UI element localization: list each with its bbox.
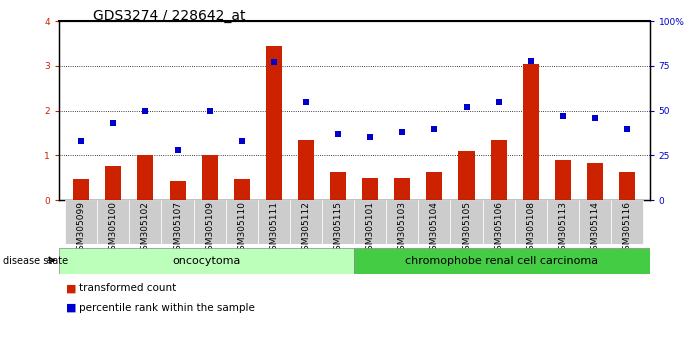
Bar — [354, 200, 386, 244]
Text: GSM305114: GSM305114 — [590, 201, 600, 256]
Bar — [129, 200, 162, 244]
Bar — [354, 248, 650, 274]
Point — [301, 99, 312, 104]
Bar — [97, 200, 129, 244]
Point — [204, 108, 215, 113]
Point — [140, 108, 151, 113]
Bar — [330, 172, 346, 200]
Bar — [234, 179, 249, 200]
Point — [493, 99, 504, 104]
Bar — [459, 151, 475, 200]
Text: GSM305115: GSM305115 — [334, 201, 343, 256]
Bar — [362, 178, 378, 200]
Text: GSM305100: GSM305100 — [108, 201, 118, 256]
Bar — [226, 200, 258, 244]
Bar — [386, 200, 418, 244]
Point — [525, 58, 536, 63]
Bar — [105, 166, 122, 200]
Text: GSM305108: GSM305108 — [527, 201, 536, 256]
Text: disease state: disease state — [3, 256, 68, 266]
Text: GSM305099: GSM305099 — [77, 201, 86, 256]
Text: GSM305104: GSM305104 — [430, 201, 439, 256]
Bar — [547, 200, 579, 244]
Text: GSM305113: GSM305113 — [558, 201, 567, 256]
Bar — [162, 200, 193, 244]
Bar — [59, 248, 354, 274]
Text: percentile rank within the sample: percentile rank within the sample — [79, 303, 256, 313]
Bar — [298, 140, 314, 200]
Point — [589, 115, 600, 121]
Point — [108, 120, 119, 126]
Bar — [395, 178, 410, 200]
Point — [76, 138, 87, 144]
Bar — [482, 200, 515, 244]
Text: GSM305111: GSM305111 — [269, 201, 278, 256]
Text: GSM305106: GSM305106 — [494, 201, 503, 256]
Text: GSM305105: GSM305105 — [462, 201, 471, 256]
Text: GSM305101: GSM305101 — [366, 201, 375, 256]
Point — [461, 104, 472, 110]
Bar — [418, 200, 451, 244]
Bar — [65, 200, 97, 244]
Bar — [193, 200, 226, 244]
Bar — [138, 155, 153, 200]
Bar — [266, 46, 282, 200]
Text: GSM305103: GSM305103 — [398, 201, 407, 256]
Bar — [322, 200, 354, 244]
Text: GSM305116: GSM305116 — [623, 201, 632, 256]
Point — [621, 126, 632, 131]
Bar — [73, 178, 89, 200]
Text: transformed count: transformed count — [79, 283, 177, 293]
Bar — [587, 163, 603, 200]
Point — [429, 126, 440, 131]
Bar — [611, 200, 643, 244]
Point — [365, 135, 376, 140]
Text: GSM305102: GSM305102 — [141, 201, 150, 256]
Bar — [202, 155, 218, 200]
Text: GSM305110: GSM305110 — [237, 201, 246, 256]
Bar — [522, 64, 539, 200]
Text: ■: ■ — [66, 283, 76, 293]
Text: oncocytoma: oncocytoma — [172, 256, 240, 266]
Bar — [579, 200, 611, 244]
Text: GDS3274 / 228642_at: GDS3274 / 228642_at — [93, 9, 246, 23]
Text: ■: ■ — [66, 303, 76, 313]
Bar — [555, 160, 571, 200]
Text: GSM305109: GSM305109 — [205, 201, 214, 256]
Bar — [515, 200, 547, 244]
Point — [236, 138, 247, 144]
Bar — [258, 200, 290, 244]
Text: chromophobe renal cell carcinoma: chromophobe renal cell carcinoma — [406, 256, 598, 266]
Bar — [290, 200, 322, 244]
Point — [332, 131, 343, 137]
Bar — [491, 140, 507, 200]
Point — [268, 59, 279, 65]
Bar — [426, 172, 442, 200]
Bar — [451, 200, 482, 244]
Point — [558, 113, 569, 119]
Point — [397, 129, 408, 135]
Bar — [169, 181, 186, 200]
Bar — [619, 172, 635, 200]
Text: GSM305112: GSM305112 — [301, 201, 310, 256]
Point — [172, 147, 183, 153]
Text: GSM305107: GSM305107 — [173, 201, 182, 256]
